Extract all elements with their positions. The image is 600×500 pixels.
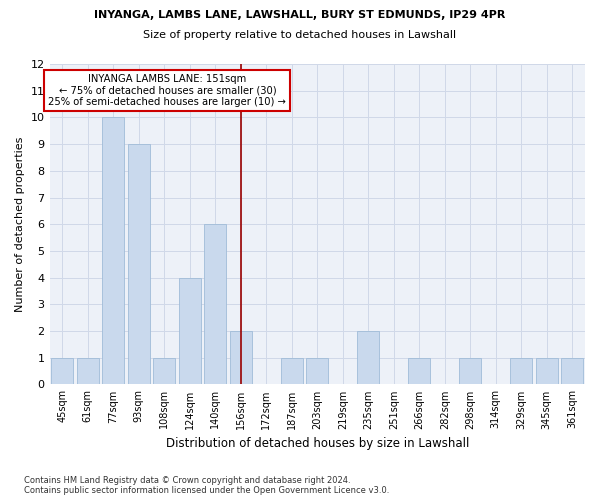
Bar (307, 358, 328, 384)
Bar (536, 358, 557, 384)
X-axis label: Distribution of detached houses by size in Lawshall: Distribution of detached houses by size … (166, 437, 469, 450)
Bar (230, 331, 251, 384)
Bar (409, 358, 430, 384)
Text: Size of property relative to detached houses in Lawshall: Size of property relative to detached ho… (143, 30, 457, 40)
Text: INYANGA LAMBS LANE: 151sqm
← 75% of detached houses are smaller (30)
25% of semi: INYANGA LAMBS LANE: 151sqm ← 75% of deta… (49, 74, 286, 107)
Text: INYANGA, LAMBS LANE, LAWSHALL, BURY ST EDMUNDS, IP29 4PR: INYANGA, LAMBS LANE, LAWSHALL, BURY ST E… (94, 10, 506, 20)
Text: Contains HM Land Registry data © Crown copyright and database right 2024.
Contai: Contains HM Land Registry data © Crown c… (24, 476, 389, 495)
Y-axis label: Number of detached properties: Number of detached properties (15, 136, 25, 312)
Bar (103, 118, 124, 384)
Bar (77, 358, 98, 384)
Bar (358, 331, 379, 384)
Bar (179, 278, 200, 384)
Bar (460, 358, 481, 384)
Bar (52, 358, 73, 384)
Bar (511, 358, 532, 384)
Bar (562, 358, 583, 384)
Bar (128, 144, 149, 384)
Bar (205, 224, 226, 384)
Bar (281, 358, 302, 384)
Bar (154, 358, 175, 384)
